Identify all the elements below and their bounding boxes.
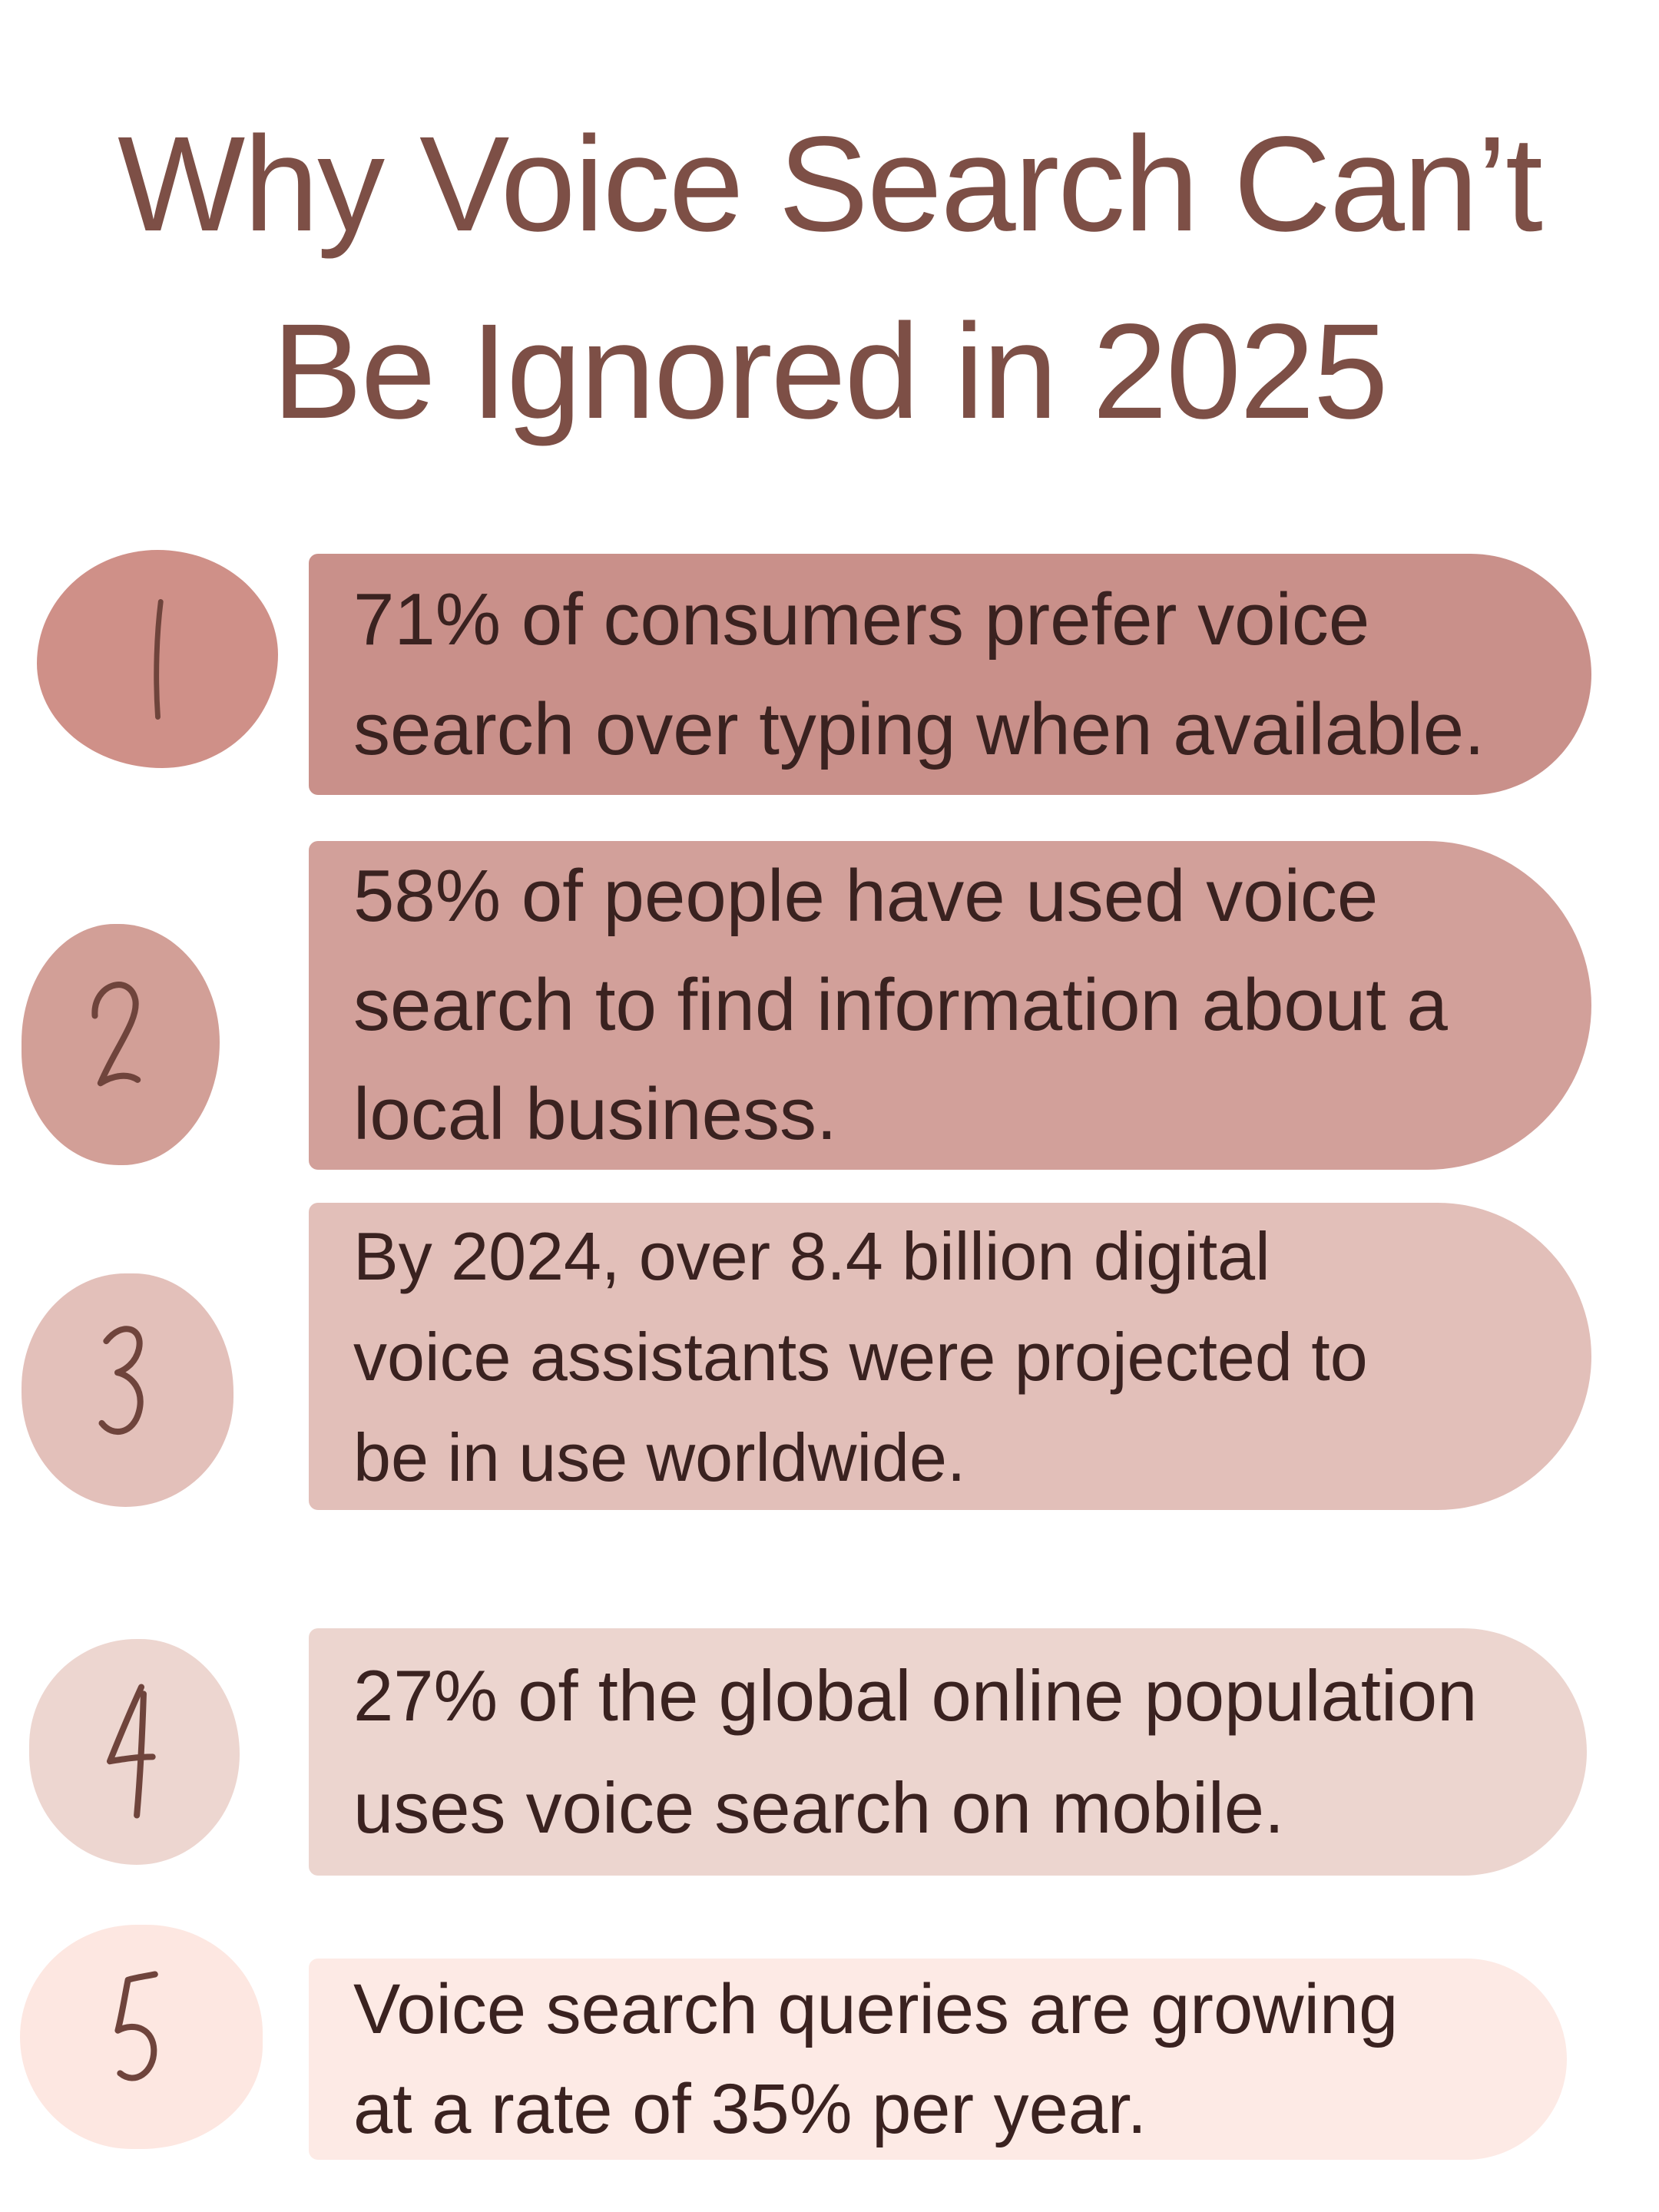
- stat-card-1: 71% of consumers prefer voice search ove…: [309, 554, 1591, 795]
- handwritten-number-2-glyph: [91, 981, 141, 1086]
- stat-text-1: 71% of consumers prefer voice search ove…: [353, 578, 1485, 770]
- item-2-number-badge: 2: [22, 924, 220, 1165]
- item-5-number-badge: 5: [20, 1925, 263, 2149]
- handwritten-number-5-glyph: [114, 1970, 158, 2081]
- stat-text-5: Voice search queries are growing at a ra…: [353, 1970, 1399, 2148]
- handwritten-number-4-glyph: [106, 1684, 156, 1819]
- stat-card-2: 58% of people have used voice search to …: [309, 841, 1591, 1170]
- item-3-number-badge: 3: [22, 1273, 233, 1507]
- stat-text-3: By 2024, over 8.4 billion digital voice …: [353, 1217, 1368, 1495]
- title-line-1: Why Voice Search Can’t: [118, 109, 1543, 260]
- stat-card-5: Voice search queries are growing at a ra…: [309, 1959, 1567, 2160]
- item-4-number-badge: 4: [29, 1639, 240, 1865]
- stat-card-4: 27% of the global online population uses…: [309, 1628, 1587, 1876]
- page-title: Why Voice Search Can’t Be Ignored in 202…: [0, 91, 1659, 465]
- title-line-2: Be Ignored in 2025: [272, 296, 1388, 447]
- stat-text-2: 58% of people have used voice search to …: [353, 855, 1448, 1155]
- item-1-number-badge: 1: [37, 550, 278, 768]
- handwritten-number-1-glyph: [153, 598, 164, 720]
- stat-card-3: By 2024, over 8.4 billion digital voice …: [309, 1203, 1591, 1510]
- stat-text-4: 27% of the global online population uses…: [353, 1655, 1478, 1848]
- handwritten-number-3-glyph: [98, 1325, 144, 1435]
